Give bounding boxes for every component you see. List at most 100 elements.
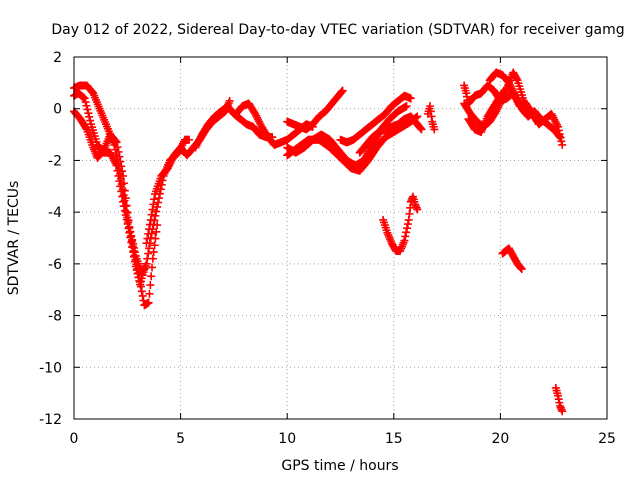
data-point (143, 234, 152, 243)
data-point (558, 140, 567, 149)
data-point (253, 113, 262, 122)
data-point (165, 160, 174, 169)
data-point (512, 74, 521, 83)
series-sat-R (498, 244, 526, 274)
data-point (130, 248, 139, 257)
data-point (255, 119, 264, 128)
series-sat-A (70, 81, 162, 310)
data-point (150, 241, 159, 250)
data-point (145, 244, 154, 253)
data-point (413, 205, 422, 214)
x-tick-label: 25 (598, 431, 616, 447)
y-axis-label: SDTVAR / TECUs (6, 181, 22, 296)
data-point (193, 139, 202, 148)
data-point (121, 194, 130, 203)
series-sat-L (423, 102, 439, 134)
data-point (511, 91, 520, 100)
data-point (152, 207, 161, 216)
x-tick-label: 10 (278, 431, 296, 447)
data-point (116, 157, 125, 166)
data-point (553, 120, 562, 129)
x-tick-labels: 0 5 10 15 20 25 (70, 431, 616, 447)
data-point (253, 115, 262, 124)
data-point (86, 116, 95, 125)
data-point (114, 147, 123, 156)
data-point (557, 137, 566, 146)
data-point (119, 179, 128, 188)
series-sat-C (70, 107, 194, 279)
data-point (548, 111, 557, 120)
data-point (168, 154, 177, 163)
data-point (144, 229, 153, 238)
data-point (106, 148, 115, 157)
data-point (167, 156, 176, 165)
y-tick-label: -8 (48, 309, 62, 325)
x-tick-label: 20 (491, 431, 509, 447)
data-point (108, 154, 117, 163)
data-point (194, 137, 203, 146)
y-tick-labels: 2 0 -2 -4 -6 -8 -10 -12 (39, 50, 62, 428)
y-tick-label: -4 (48, 205, 62, 221)
data-point (251, 109, 260, 118)
data-point (514, 99, 523, 108)
data-point (547, 109, 556, 118)
data-point (400, 236, 409, 245)
data-point (416, 124, 425, 133)
data-point (148, 263, 157, 272)
data-point (406, 94, 415, 103)
data-point (430, 125, 439, 134)
data-point (84, 109, 93, 118)
data-point (402, 228, 411, 237)
data-point (145, 225, 154, 234)
plot-frame (73, 56, 608, 420)
data-point (556, 133, 565, 142)
data-point (510, 89, 519, 98)
data-point (137, 287, 146, 296)
series-sat-Q (485, 68, 565, 142)
y-tick-label: 0 (53, 102, 62, 118)
series-sat-M (379, 192, 422, 255)
data-point (191, 143, 200, 152)
data-point (81, 123, 90, 132)
data-point (338, 86, 347, 95)
data-point (80, 94, 89, 103)
data-point (154, 194, 163, 203)
data-point (150, 195, 159, 204)
data-point (164, 162, 173, 171)
data-point (143, 254, 152, 263)
y-tick-label: -12 (39, 412, 62, 428)
data-point (403, 220, 412, 229)
data-point (128, 235, 137, 244)
y-tick-label: -2 (48, 153, 62, 169)
data-point (151, 211, 160, 220)
data-point (129, 239, 138, 248)
data-point (138, 291, 147, 300)
data-point (122, 201, 131, 210)
data-point (145, 220, 154, 229)
data-point (166, 158, 175, 167)
data-point (120, 186, 129, 195)
data-point (127, 231, 136, 240)
data-point (403, 224, 412, 233)
data-point (514, 97, 523, 106)
data-point (254, 117, 263, 126)
data-point (81, 98, 90, 107)
data-point (117, 162, 126, 171)
data-point (109, 156, 118, 165)
x-axis-label: GPS time / hours (281, 458, 398, 474)
data-point (149, 200, 158, 209)
data-point (506, 82, 515, 91)
data-point (401, 232, 410, 241)
data-point (402, 102, 411, 111)
data-point (149, 247, 158, 256)
series-sat-K (355, 112, 426, 157)
data-point (505, 80, 514, 89)
data-points (70, 68, 567, 416)
data-point (507, 84, 516, 93)
data-point (142, 259, 151, 268)
data-point (549, 113, 558, 122)
data-point (124, 216, 133, 225)
data-point (123, 219, 132, 228)
data-point (119, 171, 128, 180)
